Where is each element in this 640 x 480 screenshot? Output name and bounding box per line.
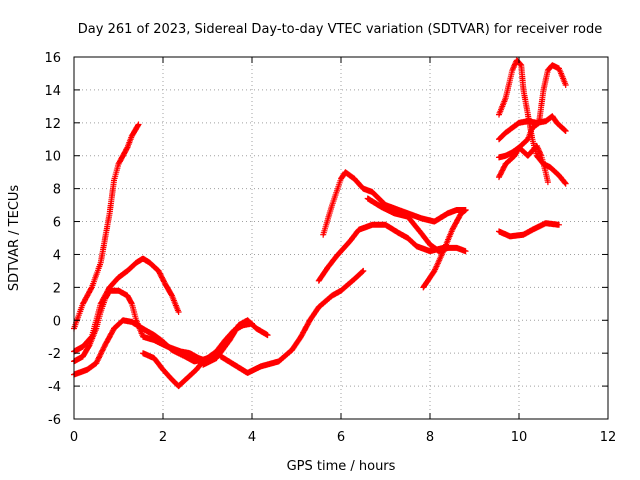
x-tick-label: 0 [70,430,78,445]
series-markers [200,317,271,368]
series-markers [364,195,451,255]
x-tick-label: 4 [248,430,256,445]
series-track-11 [420,207,469,291]
axis-ticks: 0 2 4 6 8 10 12 -6 -4 -2 0 2 4 6 8 10 12 14 16 [44,51,616,445]
y-tick-label: 8 [53,183,61,198]
series-track-7 [217,267,367,376]
x-tick-label: 12 [600,430,617,445]
data-series [71,57,569,390]
x-tick-label: 6 [337,430,345,445]
y-tick-label: 6 [53,216,61,231]
y-tick-label: 14 [44,84,61,99]
y-axis-label: SDTVAR / TECUs [7,185,22,292]
y-tick-label: 10 [44,150,61,165]
y-tick-label: -2 [48,347,61,362]
series-track-2 [71,255,182,355]
series-track-12 [496,220,562,240]
series-track-6 [200,317,271,368]
x-axis-label: GPS time / hours [287,459,396,474]
series-track-15 [496,62,569,181]
x-tick-label: 2 [159,430,167,445]
series-markers [217,267,367,376]
series-track-16 [496,142,551,186]
y-tick-label: -6 [48,413,61,428]
x-tick-label: 10 [511,430,528,445]
grid-lines [74,57,608,419]
series-track-9 [320,169,469,238]
y-tick-label: -4 [48,380,61,395]
x-tick-label: 8 [426,430,434,445]
chart-title: Day 261 of 2023, Sidereal Day-to-day VTE… [78,22,602,37]
series-track-10 [364,195,451,255]
y-tick-label: 16 [44,51,61,66]
y-tick-label: 12 [44,117,61,132]
series-markers [496,62,569,181]
y-tick-label: 2 [53,281,61,296]
series-markers [496,220,562,240]
series-markers [71,255,182,355]
y-tick-label: 0 [53,314,61,329]
series-markers [496,142,551,186]
series-markers [320,169,469,238]
series-markers [420,207,469,291]
y-tick-label: 4 [53,248,61,263]
